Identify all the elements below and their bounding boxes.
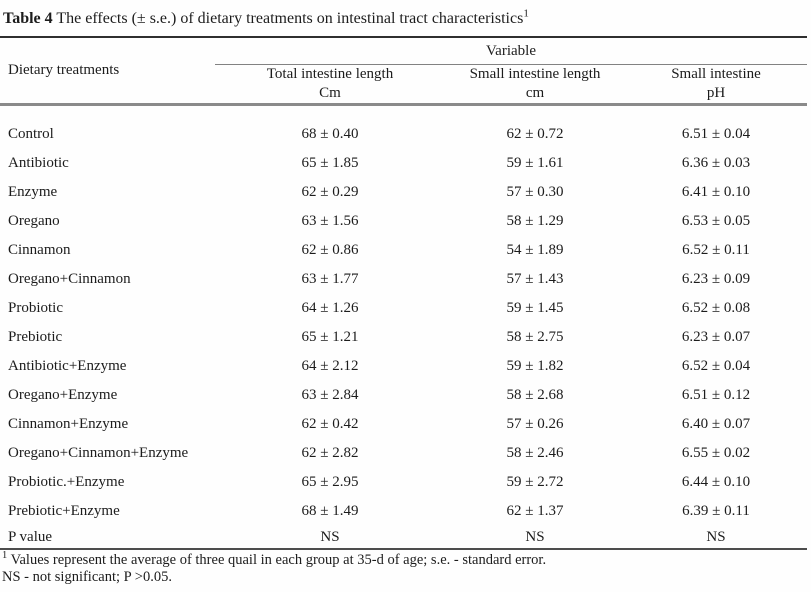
total-intestine-length-cell: 64 ± 2.12 — [301, 358, 359, 374]
treatment-cell: Cinnamon+Enzyme — [8, 416, 129, 432]
treatment-cell: Oregano+Cinnamon — [8, 271, 131, 287]
small-intestine-ph-cell: 6.55 ± 0.02 — [681, 445, 751, 461]
table-caption-superscript: 1 — [523, 7, 529, 20]
table-body: Control 68 ± 0.40 62 ± 0.72 6.51 ± 0.04 … — [0, 106, 807, 548]
small-intestine-ph-cell: 6.23 ± 0.09 — [681, 271, 751, 287]
total-intestine-length-cell: 62 ± 0.86 — [301, 242, 359, 258]
total-intestine-length-cell: 65 ± 1.85 — [301, 155, 359, 171]
small-intestine-ph-cell: 6.36 ± 0.03 — [681, 155, 751, 171]
treatment-cell: Prebiotic+Enzyme — [8, 503, 120, 519]
treatment-cell: Probiotic — [8, 300, 63, 316]
small-intestine-length-cell: 57 ± 1.43 — [506, 271, 564, 287]
total-intestine-length-cell: 62 ± 2.82 — [301, 445, 359, 461]
small-intestine-length-cell: 58 ± 2.46 — [506, 445, 564, 461]
total-intestine-length-cell: 68 ± 0.40 — [301, 126, 359, 142]
treatment-cell: P value — [8, 528, 53, 545]
treatment-cell: Cinnamon — [8, 242, 71, 258]
table-footnotes: 1 Values represent the average of three … — [0, 550, 811, 586]
total-intestine-length-cell: 65 ± 1.21 — [301, 329, 359, 345]
small-intestine-ph-cell: 6.51 ± 0.12 — [681, 387, 751, 403]
total-intestine-length-cell: 68 ± 1.49 — [301, 503, 359, 519]
small-intestine-length-cell: 54 ± 1.89 — [506, 242, 564, 258]
treatment-cell: Oregano+Enzyme — [8, 387, 118, 403]
total-intestine-length-cell: NS — [320, 528, 340, 545]
data-table: Dietary treatments Variable Total intest… — [0, 36, 807, 550]
table-row: Oregano+Enzyme 63 ± 2.84 58 ± 2.68 6.51 … — [0, 381, 807, 410]
table-row: Control 68 ± 0.40 62 ± 0.72 6.51 ± 0.04 — [0, 120, 807, 149]
column-header-total-intestine-length: Total intestine length Cm — [215, 65, 445, 103]
treatment-cell: Antibiotic — [8, 155, 69, 171]
total-intestine-length-cell: 64 ± 1.26 — [301, 300, 359, 316]
table-row: Probiotic 64 ± 1.26 59 ± 1.45 6.52 ± 0.0… — [0, 294, 807, 323]
total-intestine-length-cell: 62 ± 0.42 — [301, 416, 359, 432]
column-header-dietary-treatments: Dietary treatments — [8, 62, 120, 78]
small-intestine-ph-cell: NS — [706, 528, 726, 545]
table-row: Prebiotic+Enzyme 68 ± 1.49 62 ± 1.37 6.3… — [0, 497, 807, 526]
table-row: Prebiotic 65 ± 1.21 58 ± 2.75 6.23 ± 0.0… — [0, 323, 807, 352]
table-row: Oregano+Cinnamon+Enzyme 62 ± 2.82 58 ± 2… — [0, 439, 807, 468]
column-header-unit: Cm — [319, 85, 341, 101]
table-caption: Table 4 The effects (± s.e.) of dietary … — [0, 0, 811, 30]
total-intestine-length-cell: 62 ± 0.29 — [301, 184, 359, 200]
small-intestine-length-cell: 59 ± 1.82 — [506, 358, 564, 374]
footnote-line-1: 1 Values represent the average of three … — [2, 550, 808, 569]
table-caption-number: Table 4 — [3, 10, 53, 27]
table-row: Cinnamon+Enzyme 62 ± 0.42 57 ± 0.26 6.40… — [0, 410, 807, 439]
table-row: Cinnamon 62 ± 0.86 54 ± 1.89 6.52 ± 0.11 — [0, 236, 807, 265]
column-header-line1: Total intestine length — [266, 66, 394, 82]
table-row: Oregano 63 ± 1.56 58 ± 1.29 6.53 ± 0.05 — [0, 207, 807, 236]
footnote-superscript: 1 — [2, 550, 8, 562]
table-row: Probiotic.+Enzyme 65 ± 2.95 59 ± 2.72 6.… — [0, 468, 807, 497]
small-intestine-length-cell: 57 ± 0.30 — [506, 184, 564, 200]
total-intestine-length-cell: 65 ± 2.95 — [301, 474, 359, 490]
small-intestine-ph-cell: 6.51 ± 0.04 — [681, 126, 751, 142]
treatment-cell: Antibiotic+Enzyme — [8, 358, 127, 374]
small-intestine-length-cell: 58 ± 1.29 — [506, 213, 564, 229]
treatment-cell: Enzyme — [8, 184, 58, 200]
table-row: Oregano+Cinnamon 63 ± 1.77 57 ± 1.43 6.2… — [0, 265, 807, 294]
small-intestine-length-cell: 59 ± 1.45 — [506, 300, 564, 316]
small-intestine-ph-cell: 6.41 ± 0.10 — [681, 184, 751, 200]
small-intestine-ph-cell: 6.52 ± 0.04 — [681, 358, 751, 374]
column-header-unit: pH — [706, 85, 726, 101]
treatment-cell: Oregano+Cinnamon+Enzyme — [8, 445, 189, 461]
small-intestine-ph-cell: 6.44 ± 0.10 — [681, 474, 751, 490]
group-header-variable: Variable — [215, 38, 807, 65]
table-row: Antibiotic 65 ± 1.85 59 ± 1.61 6.36 ± 0.… — [0, 149, 807, 178]
total-intestine-length-cell: 63 ± 2.84 — [301, 387, 359, 403]
column-header-small-intestine-length: Small intestine length cm — [445, 65, 625, 103]
footnote-line-2: NS - not significant; P >0.05. — [2, 569, 172, 585]
table-row: Enzyme 62 ± 0.29 57 ± 0.30 6.41 ± 0.10 — [0, 178, 807, 207]
total-intestine-length-cell: 63 ± 1.77 — [301, 271, 359, 287]
column-header-line1: Small intestine — [671, 66, 761, 82]
small-intestine-length-cell: NS — [525, 528, 545, 545]
small-intestine-length-cell: 62 ± 1.37 — [506, 503, 564, 519]
small-intestine-ph-cell: 6.23 ± 0.07 — [681, 329, 751, 345]
column-header-line1: Small intestine length — [469, 66, 601, 82]
small-intestine-ph-cell: 6.39 ± 0.11 — [682, 503, 750, 519]
small-intestine-length-cell: 62 ± 0.72 — [506, 126, 564, 142]
column-header-small-intestine-ph: Small intestine pH — [625, 65, 807, 103]
table-row: Antibiotic+Enzyme 64 ± 2.12 59 ± 1.82 6.… — [0, 352, 807, 381]
small-intestine-length-cell: 57 ± 0.26 — [506, 416, 564, 432]
treatment-cell: Control — [8, 126, 54, 142]
small-intestine-length-cell: 58 ± 2.75 — [506, 329, 564, 345]
small-intestine-length-cell: 59 ± 1.61 — [506, 155, 564, 171]
treatment-cell: Oregano — [8, 213, 60, 229]
small-intestine-ph-cell: 6.52 ± 0.11 — [682, 242, 750, 258]
small-intestine-ph-cell: 6.52 ± 0.08 — [681, 300, 751, 316]
footnote-text-1: Values represent the average of three qu… — [7, 552, 547, 568]
small-intestine-ph-cell: 6.53 ± 0.05 — [681, 213, 751, 229]
table-row-p-value: P value NS NS NS — [0, 526, 807, 548]
small-intestine-length-cell: 58 ± 2.68 — [506, 387, 564, 403]
table-header: Dietary treatments Variable Total intest… — [0, 38, 807, 106]
small-intestine-ph-cell: 6.40 ± 0.07 — [681, 416, 751, 432]
total-intestine-length-cell: 63 ± 1.56 — [301, 213, 359, 229]
treatment-cell: Probiotic.+Enzyme — [8, 474, 125, 490]
table-caption-text: The effects (± s.e.) of dietary treatmen… — [52, 10, 524, 27]
treatment-cell: Prebiotic — [8, 329, 63, 345]
small-intestine-length-cell: 59 ± 2.72 — [506, 474, 564, 490]
column-header-unit: cm — [525, 85, 545, 101]
